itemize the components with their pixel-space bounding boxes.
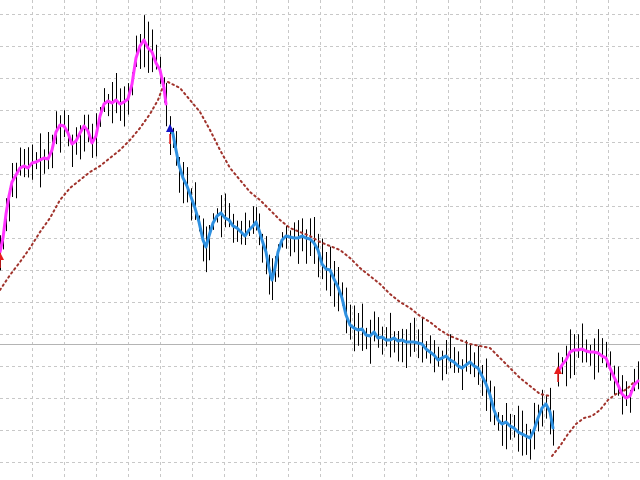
signal-markers: [0, 124, 562, 382]
trailing-stop-lines: [0, 81, 635, 457]
trend-lines: [0, 38, 640, 440]
trailing-stop-line: [551, 381, 635, 457]
uptrend-line: [0, 38, 168, 254]
buy-arrow-icon: [0, 252, 4, 260]
uptrend-line: [556, 347, 640, 400]
sell-arrow-icon: [166, 124, 174, 132]
trailing-stop-line: [0, 83, 165, 291]
trailing-stop-line: [167, 81, 551, 397]
downtrend-line: [168, 126, 555, 440]
buy-arrow-icon: [554, 366, 562, 374]
